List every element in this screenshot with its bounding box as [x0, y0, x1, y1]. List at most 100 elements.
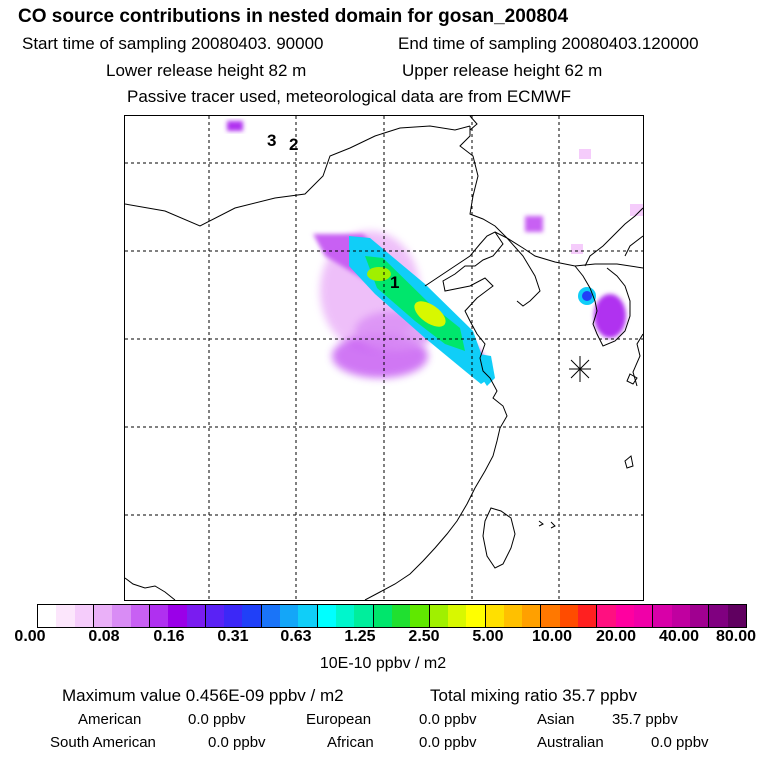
- colorbar-tick: 0.00: [14, 628, 46, 645]
- japan-coastline: [624, 235, 643, 257]
- colorbar-swatch: [130, 605, 150, 627]
- colorbar-tick: 2.50: [408, 628, 440, 645]
- plume-patch: [227, 121, 243, 131]
- colorbar-swatch: [597, 605, 616, 627]
- plume-patch: [630, 204, 643, 216]
- colorbar-swatch: [653, 605, 672, 627]
- region-value: 0.0 ppbv: [651, 734, 709, 751]
- plume-patch: [525, 216, 543, 232]
- colorbar-swatch: [261, 605, 281, 627]
- graticule: [125, 116, 643, 600]
- end-time-label: End time of sampling 20080403.120000: [398, 34, 699, 53]
- region-value: 0.0 ppbv: [208, 734, 266, 751]
- colorbar-swatch: [689, 605, 710, 627]
- colorbar-tick: 0.08: [88, 628, 120, 645]
- colorbar-swatch: [93, 605, 113, 627]
- start-time-label: Start time of sampling 20080403. 90000: [22, 34, 324, 53]
- colorbar-swatch: [485, 605, 504, 627]
- border-line: [125, 125, 471, 227]
- colorbar-swatch: [354, 605, 374, 627]
- korea-plume: [594, 294, 626, 338]
- colorbar-swatch: [242, 605, 262, 627]
- colorbar-swatch: [280, 605, 299, 627]
- region-value: 0.0 ppbv: [419, 734, 477, 751]
- plume-core: [365, 256, 465, 351]
- colorbar-swatch: [727, 605, 746, 627]
- colorbar-swatch: [149, 605, 169, 627]
- colorbar-tick: 5.00: [472, 628, 504, 645]
- colorbar-swatch: [74, 605, 94, 627]
- korea-coastline: [574, 265, 631, 347]
- plume-peak: [367, 267, 391, 281]
- chart-title: CO source contributions in nested domain…: [18, 6, 569, 27]
- region-name: African: [327, 734, 374, 751]
- map-canvas: 3 2 1: [125, 116, 643, 600]
- colorbar-swatch: [168, 605, 187, 627]
- border-line: [469, 116, 478, 131]
- region-value: 0.0 ppbv: [419, 711, 477, 728]
- region-value: 35.7 ppbv: [612, 711, 678, 728]
- colorbar-swatch: [541, 605, 560, 627]
- concentration-field: [227, 121, 643, 386]
- colorbar-tick: 0.16: [153, 628, 185, 645]
- region-name: Australian: [537, 734, 604, 751]
- colorbar-swatch: [615, 605, 634, 627]
- colorbar-swatch: [205, 605, 225, 627]
- asterisk-marker-icon: [569, 356, 591, 382]
- region-name: Asian: [537, 711, 575, 728]
- colorbar-tick: 80.00: [715, 628, 757, 645]
- colorbar-swatch: [38, 605, 57, 627]
- upper-release-label: Upper release height 62 m: [402, 61, 603, 80]
- colorbar-tick: 0.31: [217, 628, 249, 645]
- korea-border: [584, 207, 643, 267]
- map-panel: 3 2 1: [124, 115, 644, 601]
- china-coastline: [494, 231, 541, 307]
- plume-core: [479, 354, 495, 386]
- colorbar-swatch: [503, 605, 523, 627]
- colorbar-swatch: [522, 605, 542, 627]
- region-value: 0.0 ppbv: [188, 711, 246, 728]
- island: [624, 455, 634, 469]
- tracer-info-label: Passive tracer used, meteorological data…: [127, 87, 572, 106]
- colorbar-swatch: [336, 605, 355, 627]
- colorbar-tick: 10.00: [531, 628, 573, 645]
- japan-coastline: [632, 333, 643, 387]
- source-label-3: 3: [267, 131, 276, 150]
- taiwan-coastline: [482, 507, 516, 569]
- colorbar-swatch: [466, 605, 486, 627]
- island: [550, 521, 556, 529]
- colorbar-swatch: [298, 605, 318, 627]
- plume-patch: [571, 244, 583, 254]
- colorbar-swatch: [709, 605, 728, 627]
- colorbar-swatch: [317, 605, 336, 627]
- colorbar: [37, 604, 747, 628]
- china-coastline: [364, 231, 508, 600]
- border-line: [459, 126, 643, 269]
- island: [538, 520, 544, 527]
- colorbar-swatch: [447, 605, 467, 627]
- colorbar-swatch: [224, 605, 243, 627]
- colorbar-swatch: [56, 605, 75, 627]
- colorbar-unit-label: 10E-10 ppbv / m2: [319, 655, 447, 672]
- border-line: [125, 577, 176, 600]
- colorbar-tick: 1.25: [344, 628, 376, 645]
- colorbar-swatch: [578, 605, 598, 627]
- colorbar-swatch: [410, 605, 430, 627]
- region-name: South American: [50, 734, 156, 751]
- coastlines: [125, 116, 643, 600]
- source-label-2: 2: [289, 135, 298, 154]
- region-name: European: [306, 711, 372, 728]
- colorbar-swatch: [429, 605, 448, 627]
- colorbar-swatch: [634, 605, 654, 627]
- colorbar-swatch: [559, 605, 579, 627]
- colorbar-swatch: [391, 605, 411, 627]
- region-name: American: [78, 711, 142, 728]
- colorbar-swatch: [671, 605, 690, 627]
- colorbar-swatch: [112, 605, 131, 627]
- total-mixing-ratio-label: Total mixing ratio 35.7 ppbv: [430, 686, 637, 705]
- colorbar-tick: 20.00: [595, 628, 637, 645]
- colorbar-tick: 0.63: [280, 628, 312, 645]
- lower-release-label: Lower release height 82 m: [106, 61, 307, 80]
- colorbar-tick: 40.00: [658, 628, 700, 645]
- source-label-1: 1: [390, 273, 399, 292]
